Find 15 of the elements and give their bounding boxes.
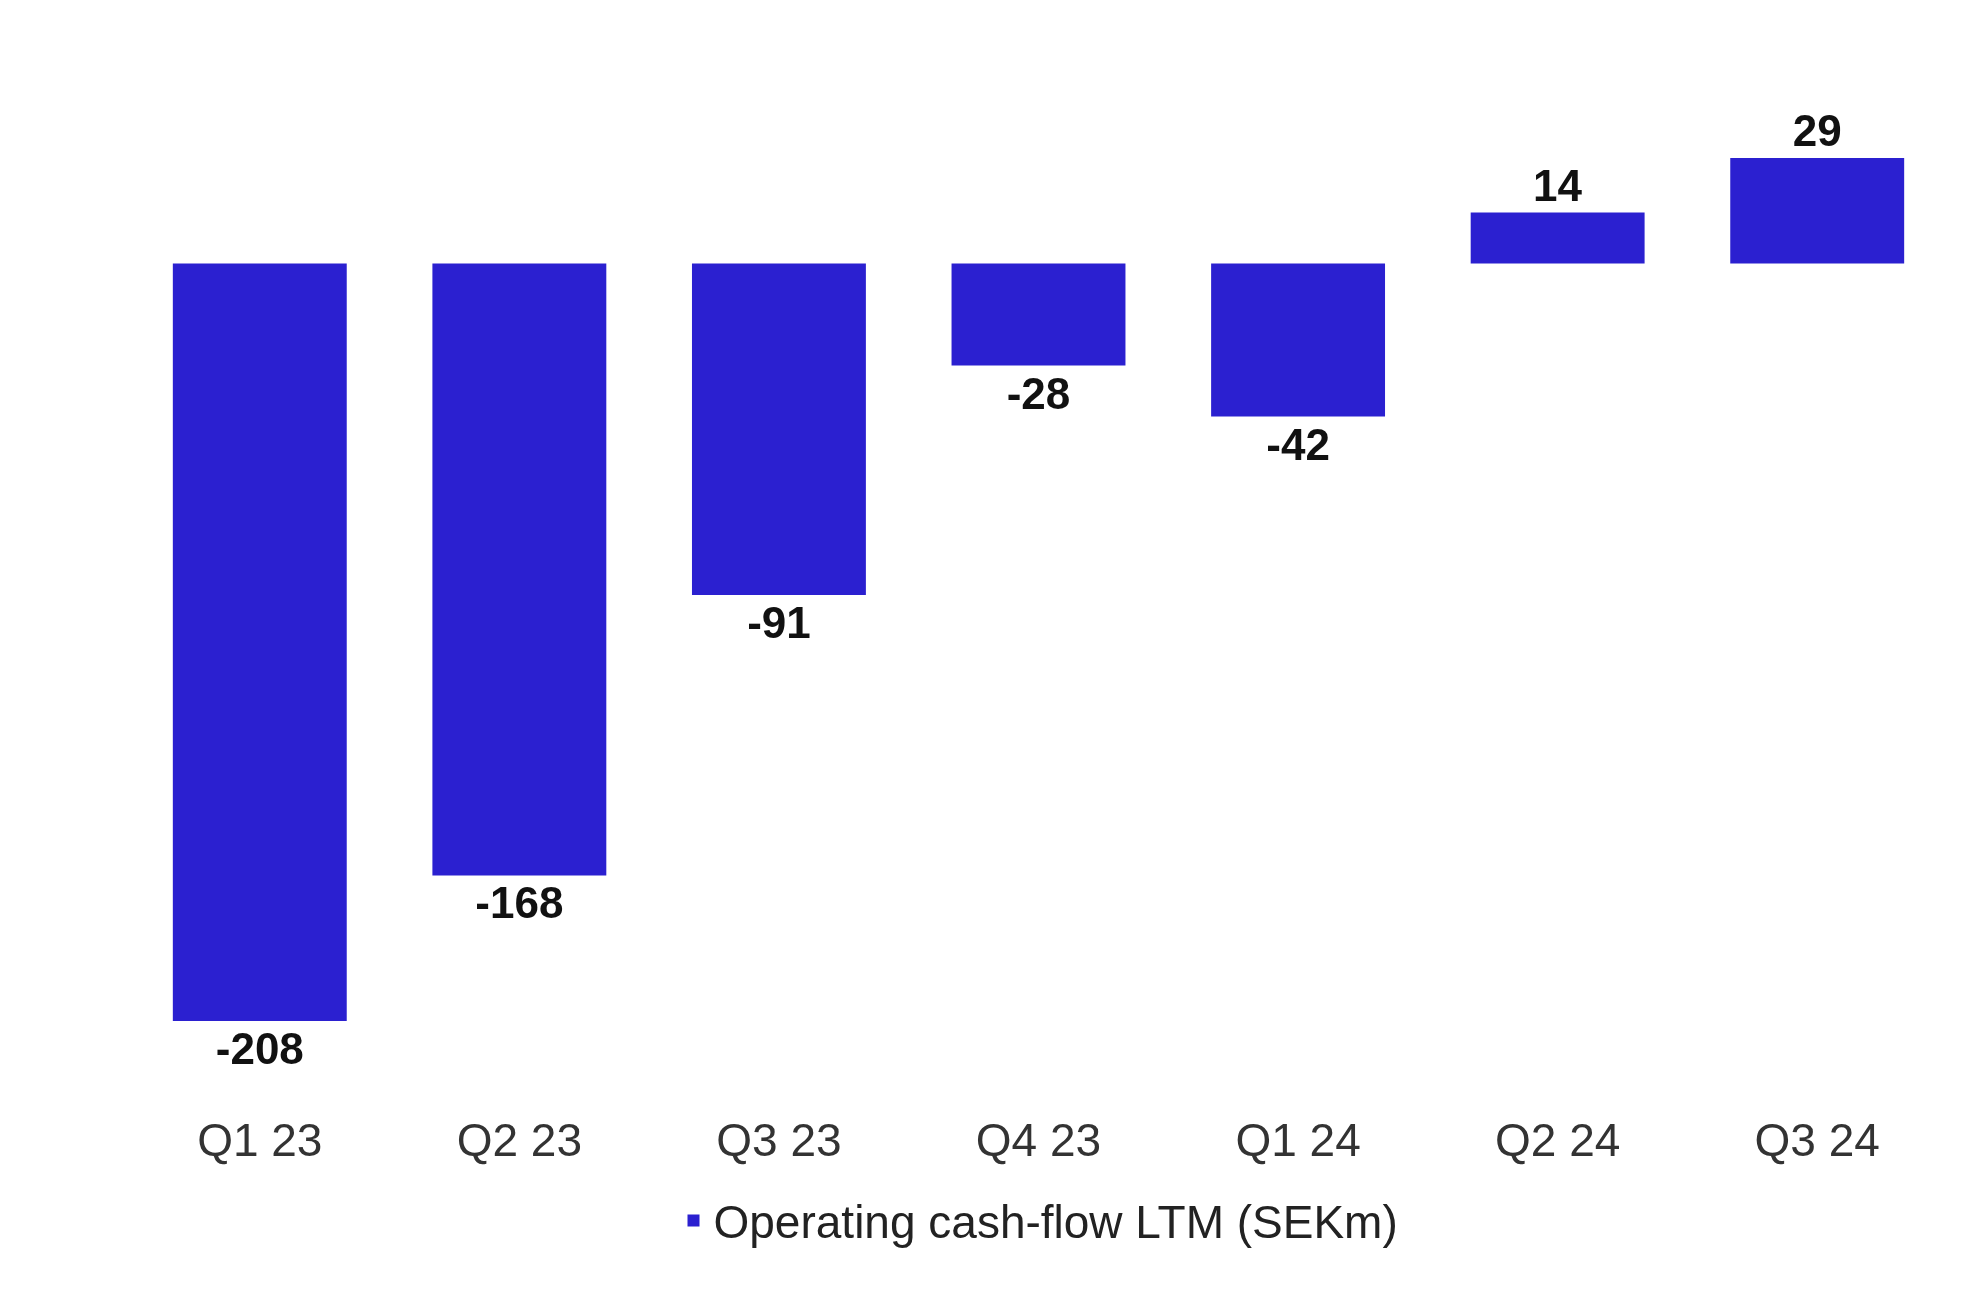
legend-label: Operating cash-flow LTM (SEKm) <box>713 1196 1398 1249</box>
data-label: -168 <box>475 878 564 928</box>
data-label: -42 <box>1266 419 1330 469</box>
x-tick-label: Q3 24 <box>1754 1114 1880 1166</box>
data-label: 14 <box>1532 160 1583 210</box>
x-tick-label: Q2 24 <box>1494 1114 1621 1166</box>
x-tick-label: Q4 23 <box>975 1114 1102 1166</box>
data-label: 29 <box>1792 105 1842 155</box>
x-tick-label: Q1 23 <box>197 1114 323 1166</box>
x-tick-label: Q2 23 <box>456 1114 583 1166</box>
data-label: -208 <box>215 1024 304 1074</box>
data-label: -91 <box>747 597 811 647</box>
x-tick-label: Q1 24 <box>1235 1114 1361 1166</box>
data-label: -28 <box>1006 368 1071 418</box>
x-tick-label: Q3 23 <box>716 1114 842 1166</box>
